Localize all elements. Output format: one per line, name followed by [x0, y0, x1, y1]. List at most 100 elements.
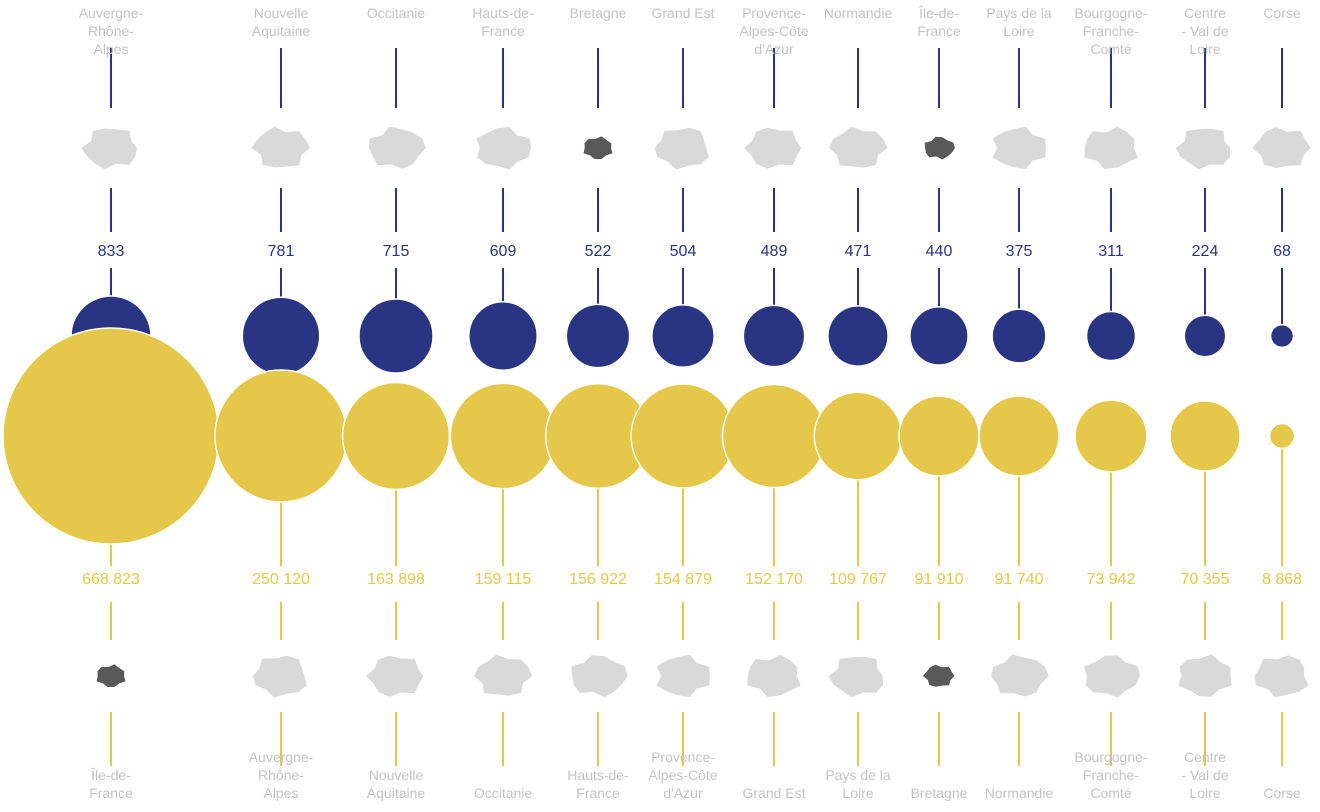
yellow-map-grand-est [747, 654, 801, 698]
yellow-value-centre-val-de-loire: 70 355 [1181, 571, 1230, 588]
blue-label-line-ile-de-france-1: France [917, 23, 961, 39]
yellow-value-occitanie: 159 115 [475, 571, 532, 588]
blue-label-line-nouvelle-aquitaine-0: Nouvelle [254, 5, 309, 21]
yellow-bubble-pays-de-la-loire [813, 391, 903, 481]
yellow-label-line-grand-est-0: Grand Est [742, 785, 805, 801]
blue-value-corse: 68 [1273, 243, 1291, 260]
blue-value-grand-est: 504 [670, 243, 697, 260]
yellow-label-line-auvergne-rhone-alpes-2: Alpes [263, 785, 298, 801]
blue-label-line-centre-val-de-loire-1: - Val de [1181, 23, 1228, 39]
blue-label-line-nouvelle-aquitaine-1: Aquitaine [252, 23, 311, 39]
blue-label-bretagne: Bretagne [570, 5, 627, 21]
yellow-bubble-auvergne-rhone-alpes [214, 369, 348, 503]
blue-map-bourgogne-franche-comte [1084, 126, 1138, 170]
yellow-label-pays-de-la-loire: Pays de la Loire [825, 767, 891, 801]
yellow-map-auvergne-rhone-alpes [252, 655, 307, 698]
blue-bubble-pays-de-la-loire [991, 308, 1047, 364]
blue-value-bretagne: 522 [585, 243, 612, 260]
blue-value-centre-val-de-loire: 224 [1192, 243, 1219, 260]
blue-map-corse [1252, 127, 1311, 168]
blue-label-line-corse-0: Corse [1263, 5, 1301, 21]
yellow-bubble-centre-val-de-loire [1169, 400, 1241, 472]
blue-label-line-auvergne-rhone-alpes-2: Alpes [93, 41, 128, 57]
yellow-label-centre-val-de-loire: Centre - Val de Loire [1181, 749, 1228, 801]
blue-label-line-bretagne-0: Bretagne [570, 5, 627, 21]
blue-label-occitanie: Occitanie [367, 5, 426, 21]
yellow-bubble-ile-de-france [2, 327, 220, 545]
yellow-label-hauts-de-france: Hauts-de- France [567, 767, 629, 801]
blue-label-auvergne-rhone-alpes: Auvergne- Rhône- Alpes [79, 5, 144, 57]
blue-bubble-corse [1269, 323, 1295, 349]
blue-label-line-provence-alpes-cote-d-azur-2: d'Azur [754, 41, 794, 57]
yellow-label-line-centre-val-de-loire-2: Loire [1189, 785, 1220, 801]
yellow-label-line-provence-alpes-cote-d-azur-2: d'Azur [663, 785, 703, 801]
yellow-label-line-bretagne-0: Bretagne [911, 785, 968, 801]
blue-value-bourgogne-franche-comte: 311 [1098, 243, 1124, 260]
blue-bubble-hauts-de-france [468, 301, 538, 371]
yellow-label-line-provence-alpes-cote-d-azur-1: Alpes-Côte [648, 767, 717, 783]
blue-label-nouvelle-aquitaine: Nouvelle Aquitaine [252, 5, 311, 39]
yellow-label-bretagne: Bretagne [911, 785, 968, 801]
blue-label-line-hauts-de-france-1: France [481, 23, 525, 39]
yellow-value-auvergne-rhone-alpes: 250 120 [252, 571, 310, 588]
blue-bubble-ile-de-france [909, 306, 969, 366]
blue-value-nouvelle-aquitaine: 781 [268, 243, 295, 260]
blue-map-bretagne [583, 136, 613, 159]
blue-label-line-auvergne-rhone-alpes-0: Auvergne- [79, 5, 144, 21]
yellow-label-line-auvergne-rhone-alpes-1: Rhône- [258, 767, 304, 783]
yellow-label-line-pays-de-la-loire-1: Loire [842, 785, 873, 801]
yellow-value-hauts-de-france: 156 922 [569, 571, 627, 588]
blue-label-line-grand-est-0: Grand Est [651, 5, 714, 21]
yellow-label-line-provence-alpes-cote-d-azur-0: Provence- [651, 749, 715, 765]
yellow-map-centre-val-de-loire [1178, 654, 1232, 697]
yellow-value-grand-est: 152 170 [745, 571, 803, 588]
blue-label-pays-de-la-loire: Pays de la Loire [986, 5, 1052, 39]
yellow-map-pays-de-la-loire [828, 656, 883, 698]
blue-label-bourgogne-franche-comte: Bourgogne- Franche- Comté [1074, 5, 1148, 57]
blue-map-nouvelle-aquitaine [251, 126, 311, 168]
blue-bubble-provence-alpes-cote-d-azur [742, 304, 806, 368]
blue-bubble-occitanie [358, 298, 434, 374]
blue-map-grand-est [654, 127, 709, 170]
yellow-map-bourgogne-franche-comte [1084, 655, 1140, 698]
blue-label-line-auvergne-rhone-alpes-1: Rhône- [88, 23, 134, 39]
yellow-label-line-normandie-0: Normandie [985, 785, 1054, 801]
yellow-label-auvergne-rhone-alpes: Auvergne- Rhône- Alpes [249, 749, 314, 801]
blue-map-normandie [829, 126, 888, 168]
blue-value-normandie: 471 [845, 243, 872, 260]
yellow-map-hauts-de-france [571, 655, 628, 698]
blue-map-occitanie [368, 126, 426, 169]
blue-bubble-bretagne [565, 303, 631, 369]
yellow-value-pays-de-la-loire: 109 767 [829, 571, 887, 588]
blue-label-ile-de-france: Île-de- France [917, 5, 961, 39]
yellow-map-occitanie [474, 654, 533, 696]
blue-label-line-pays-de-la-loire-1: Loire [1003, 23, 1034, 39]
yellow-value-bretagne: 91 910 [915, 571, 964, 588]
blue-map-provence-alpes-cote-d-azur [744, 127, 802, 169]
yellow-bubble-corse [1268, 422, 1296, 450]
yellow-value-ile-de-france: 668 823 [82, 571, 140, 588]
yellow-bubble-normandie [978, 395, 1060, 477]
blue-ranking-group: 833 Auvergne- Rhône- Alpes 781 Nouvelle Aquita… [70, 5, 1311, 377]
blue-label-line-provence-alpes-cote-d-azur-1: Alpes-Côte [739, 23, 808, 39]
yellow-label-line-occitanie-0: Occitanie [474, 785, 533, 801]
yellow-label-line-bourgogne-franche-comte-0: Bourgogne- [1074, 749, 1148, 765]
blue-label-line-normandie-0: Normandie [824, 5, 893, 21]
yellow-label-line-centre-val-de-loire-1: - Val de [1181, 767, 1228, 783]
yellow-label-nouvelle-aquitaine: Nouvelle Aquitaine [367, 767, 426, 801]
yellow-value-nouvelle-aquitaine: 163 898 [367, 571, 425, 588]
yellow-map-normandie [991, 654, 1049, 697]
yellow-label-line-auvergne-rhone-alpes-0: Auvergne- [249, 749, 314, 765]
yellow-bubble-grand-est [721, 383, 827, 489]
blue-label-line-ile-de-france-0: Île-de- [918, 5, 959, 21]
yellow-value-corse: 8 868 [1262, 571, 1302, 588]
yellow-label-ile-de-france: Île-de- France [89, 767, 133, 801]
yellow-label-line-hauts-de-france-1: France [576, 785, 620, 801]
yellow-bubble-bourgogne-franche-comte [1074, 399, 1148, 473]
yellow-label-line-ile-de-france-1: France [89, 785, 133, 801]
blue-bubble-normandie [827, 305, 889, 367]
blue-label-line-bourgogne-franche-comte-0: Bourgogne- [1074, 5, 1148, 21]
blue-label-corse: Corse [1263, 5, 1301, 21]
blue-label-line-occitanie-0: Occitanie [367, 5, 426, 21]
